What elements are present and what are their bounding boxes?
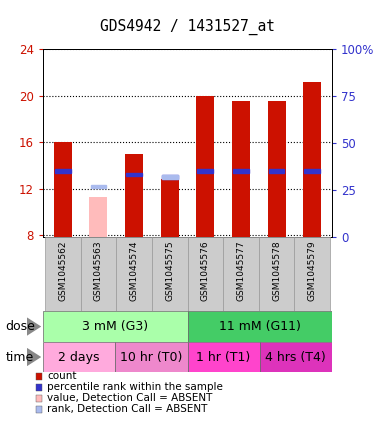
Text: GSM1045578: GSM1045578	[272, 240, 281, 301]
Bar	[116, 237, 152, 311]
Text: percentile rank within the sample: percentile rank within the sample	[47, 382, 223, 393]
Bar	[304, 170, 320, 173]
Text: count: count	[47, 371, 76, 382]
Text: dose: dose	[6, 320, 36, 333]
Bar	[162, 175, 177, 179]
Bar	[125, 154, 143, 237]
Text: 3 mM (G3): 3 mM (G3)	[82, 320, 148, 333]
Bar	[55, 170, 70, 173]
Text: GSM1045576: GSM1045576	[201, 240, 210, 301]
Text: value, Detection Call = ABSENT: value, Detection Call = ABSENT	[47, 393, 212, 404]
Bar	[188, 342, 260, 372]
Bar	[90, 197, 107, 237]
Text: GDS4942 / 1431527_at: GDS4942 / 1431527_at	[100, 19, 275, 35]
Text: GSM1045562: GSM1045562	[58, 240, 67, 301]
Bar	[162, 175, 177, 179]
Text: 10 hr (T0): 10 hr (T0)	[120, 351, 183, 363]
Bar	[223, 237, 259, 311]
Polygon shape	[27, 317, 41, 336]
Text: GSM1045574: GSM1045574	[129, 240, 138, 301]
Bar	[233, 170, 249, 173]
Polygon shape	[27, 348, 41, 366]
Bar	[54, 142, 72, 237]
Bar	[43, 311, 188, 342]
Text: 11 mM (G11): 11 mM (G11)	[219, 320, 301, 333]
Text: rank, Detection Call = ABSENT: rank, Detection Call = ABSENT	[47, 404, 207, 415]
Bar	[152, 237, 188, 311]
Text: GSM1045575: GSM1045575	[165, 240, 174, 301]
Bar	[188, 311, 332, 342]
Bar	[43, 342, 116, 372]
Bar	[196, 96, 214, 237]
Bar	[303, 82, 321, 237]
Bar	[269, 170, 285, 173]
Bar	[260, 342, 332, 372]
Bar	[161, 179, 178, 237]
Text: GSM1045579: GSM1045579	[308, 240, 317, 301]
Text: 1 hr (T1): 1 hr (T1)	[196, 351, 251, 363]
Bar	[45, 237, 81, 311]
Bar	[294, 237, 330, 311]
Bar	[81, 237, 116, 311]
Bar	[90, 184, 106, 188]
Bar	[259, 237, 294, 311]
Bar	[188, 237, 223, 311]
Text: GSM1045577: GSM1045577	[237, 240, 246, 301]
Bar	[268, 102, 285, 237]
Text: GSM1045563: GSM1045563	[94, 240, 103, 301]
Text: time: time	[6, 351, 34, 363]
Text: 2 days: 2 days	[58, 351, 100, 363]
Bar	[116, 342, 188, 372]
Text: 4 hrs (T4): 4 hrs (T4)	[266, 351, 326, 363]
Bar	[126, 173, 142, 176]
Bar	[198, 170, 213, 173]
Bar	[232, 102, 250, 237]
